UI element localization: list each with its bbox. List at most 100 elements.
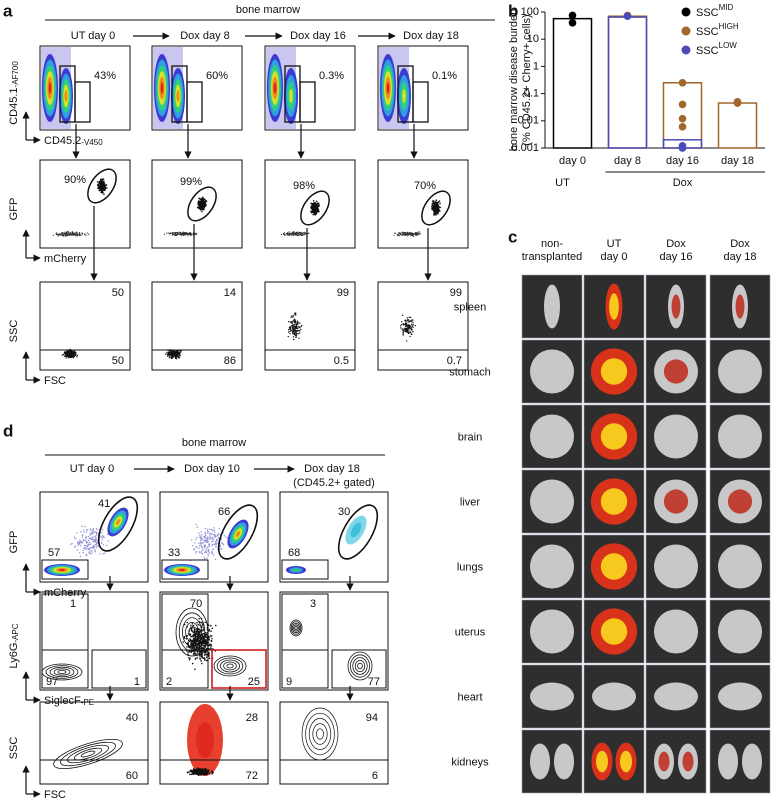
legend-sup: LOW <box>719 41 738 50</box>
event-dot <box>191 628 193 630</box>
event-dot <box>75 538 76 539</box>
gate-value: 97 <box>46 676 58 688</box>
event-dot <box>90 533 91 534</box>
event-dot <box>93 528 94 529</box>
bar <box>609 16 647 148</box>
event-dot <box>193 625 195 627</box>
event-dot <box>92 531 93 532</box>
event-dot <box>186 646 188 648</box>
event-dot <box>406 317 407 318</box>
event-dot <box>57 234 58 235</box>
gate-value: 94 <box>366 712 378 724</box>
event-dot <box>397 234 398 235</box>
gate <box>75 82 90 122</box>
event-dot <box>91 552 92 553</box>
event-dot <box>213 527 214 528</box>
event-dot <box>413 324 414 325</box>
event-dot <box>189 638 191 640</box>
event-dot <box>74 537 75 538</box>
contour <box>313 724 327 745</box>
event-dot <box>195 233 196 234</box>
event-dot <box>215 536 216 537</box>
axis-label: SSC <box>8 320 20 343</box>
event-dot <box>410 317 411 318</box>
event-dot <box>438 202 440 204</box>
event-dot <box>201 552 202 553</box>
event-dot <box>202 628 204 630</box>
event-dot <box>215 544 216 545</box>
legend-entry: SSCMID <box>696 3 734 19</box>
event-dot <box>202 633 204 635</box>
event-dot <box>66 352 67 353</box>
event-dot <box>439 203 441 205</box>
event-dot <box>63 354 64 355</box>
legend-sup: MID <box>719 3 734 12</box>
event-dot <box>293 339 294 340</box>
event-dot <box>401 324 402 325</box>
event-dot <box>409 232 410 233</box>
event-dot <box>292 234 293 235</box>
event-dot <box>103 553 104 554</box>
event-dot <box>77 549 78 550</box>
panel-letter: a <box>3 1 13 20</box>
event-dot <box>402 332 403 333</box>
event-dot <box>59 234 60 235</box>
column-header: transplanted <box>522 251 583 263</box>
event-dot <box>71 234 72 235</box>
panel-title: bone marrow <box>182 437 246 449</box>
event-dot <box>84 540 85 541</box>
event-dot <box>401 321 402 322</box>
event-dot <box>199 629 201 631</box>
event-dot <box>295 337 296 338</box>
event-dot <box>96 547 97 548</box>
event-dot <box>402 235 403 236</box>
event-dot <box>410 320 411 321</box>
event-dot <box>200 531 201 532</box>
signal <box>683 752 694 772</box>
column-header: day 18 <box>723 251 756 263</box>
event-dot <box>315 211 317 213</box>
event-dot <box>199 772 201 774</box>
event-dot <box>406 324 407 325</box>
event-dot <box>284 232 285 233</box>
event-dot <box>294 330 295 331</box>
event-dot <box>437 211 439 213</box>
data-point <box>679 101 687 109</box>
x-tick-label: day 8 <box>614 155 641 167</box>
event-dot <box>92 537 93 538</box>
event-dot <box>61 235 62 236</box>
event-dot <box>205 654 207 656</box>
event-dot <box>199 206 201 208</box>
event-dot <box>206 552 207 553</box>
density <box>179 569 185 571</box>
event-dot <box>208 545 209 546</box>
condition-label: Dox day 16 <box>290 30 346 42</box>
event-dot <box>283 234 284 235</box>
event-dot <box>297 326 298 327</box>
gate-value: 70 <box>190 598 202 610</box>
event-dot <box>201 663 203 665</box>
density <box>387 82 390 93</box>
axis-label-main: SiglecF <box>44 695 81 707</box>
event-dot <box>75 546 76 547</box>
event-dot <box>172 354 173 355</box>
event-dot <box>172 351 173 352</box>
event-dot <box>295 327 296 328</box>
event-dot <box>317 210 319 212</box>
event-dot <box>203 205 205 207</box>
event-dot <box>203 645 205 647</box>
event-dot <box>79 235 80 236</box>
gate-value: 33 <box>168 547 180 559</box>
organ <box>544 285 560 329</box>
axis-label-main: mCherry <box>44 253 87 265</box>
event-dot <box>407 233 408 234</box>
row-label: liver <box>460 496 481 508</box>
event-dot <box>91 550 92 551</box>
contour <box>295 626 297 629</box>
event-dot <box>204 547 205 548</box>
event-dot <box>411 321 412 322</box>
event-dot <box>305 232 306 233</box>
event-dot <box>81 526 82 527</box>
event-dot <box>192 642 194 644</box>
event-dot <box>187 233 188 234</box>
